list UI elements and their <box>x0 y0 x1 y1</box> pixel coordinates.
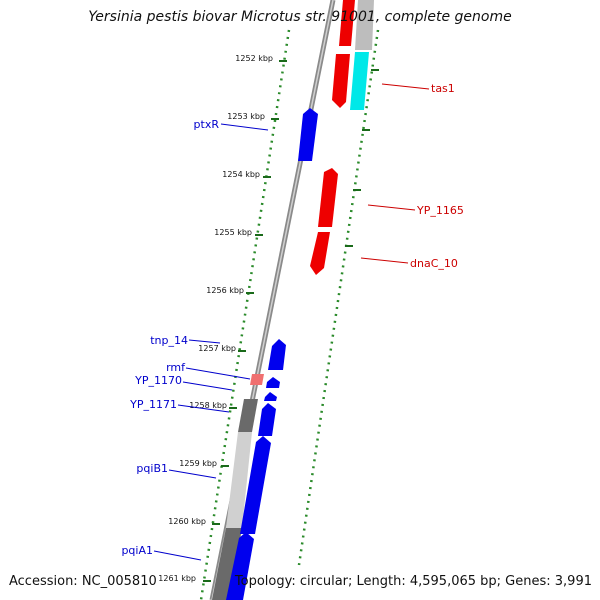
gene-YP_1170 <box>266 377 280 388</box>
ruler-tick-labels: 1252 kbp 1253 kbp 1254 kbp 1255 kbp 1256… <box>158 54 273 583</box>
gene-block-top-1 <box>339 0 355 46</box>
gene-block-b1 <box>258 403 276 436</box>
tick-label: 1257 kbp <box>198 344 236 353</box>
gene-dnaC_10 <box>310 232 330 275</box>
tick-label: 1258 kbp <box>189 401 227 410</box>
tick-label: 1259 kbp <box>179 459 217 468</box>
gene-tas1 <box>332 54 350 108</box>
gene-label-ptxR: ptxR <box>194 118 220 131</box>
gene-label-rmf: rmf <box>166 361 186 374</box>
gene-pqiB1 <box>240 436 271 534</box>
reverse-shading <box>355 0 374 50</box>
tick-label: 1253 kbp <box>227 112 265 121</box>
gene-rmf <box>250 374 264 385</box>
gene-ptxR <box>298 108 318 161</box>
gene-label-pqiB1: pqiB1 <box>136 462 168 475</box>
forward-genes <box>226 108 318 600</box>
gene-label-dnaC_10: dnaC_10 <box>410 257 458 270</box>
reverse-genes <box>310 0 369 275</box>
accession-text: Accession: NC_005810 <box>9 574 157 589</box>
gene-label-pqiA1: pqiA1 <box>121 544 153 557</box>
genome-summary-text: Topology: circular; Length: 4,595,065 bp… <box>234 574 592 589</box>
gene-label-YP_1170: YP_1170 <box>134 374 182 387</box>
forward-shading <box>212 399 258 600</box>
ruler-major-ticks <box>203 60 379 582</box>
gene-block-cyan <box>350 52 369 110</box>
gene-pqiA1 <box>226 532 254 600</box>
tick-label: 1256 kbp <box>206 286 244 295</box>
gene-label-YP_1171: YP_1171 <box>129 398 177 411</box>
tick-label: 1252 kbp <box>235 54 273 63</box>
tick-label: 1254 kbp <box>222 170 260 179</box>
ruler-inner-line <box>199 29 291 600</box>
gene-label-tnp_14: tnp_14 <box>150 334 188 347</box>
gene-labels: ptxR tnp_14 rmf YP_1170 YP_1171 pqiB1 pq… <box>121 82 464 561</box>
gene-YP_1165 <box>318 168 338 227</box>
gene-label-tas1: tas1 <box>431 82 455 95</box>
map-title: Yersinia pestis biovar Microtus str. 910… <box>88 9 512 25</box>
tick-label: 1255 kbp <box>214 228 252 237</box>
gene-YP_1171 <box>264 392 277 401</box>
gene-label-YP_1165: YP_1165 <box>416 204 464 217</box>
gene-tnp_14 <box>268 339 286 370</box>
tick-label: 1260 kbp <box>168 517 206 526</box>
tick-label: 1261 kbp <box>158 574 196 583</box>
